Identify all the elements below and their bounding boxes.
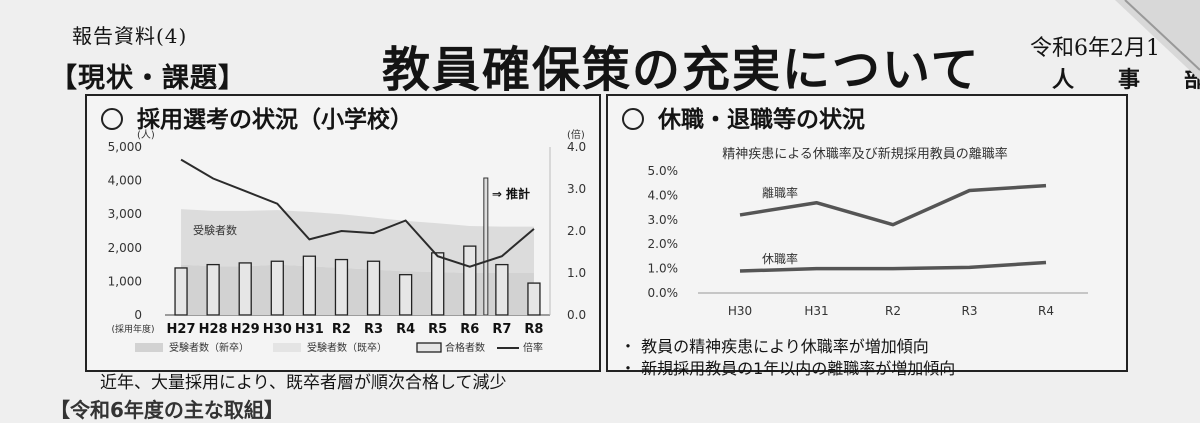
- bullet-item: ・ 教員の精神疾患により休職率が増加傾向: [620, 337, 929, 356]
- legend-label: 受験者数（新卒）: [169, 341, 249, 354]
- leave-heading-text: 休職・退職等の状況: [658, 107, 865, 133]
- passer-count-bar: [527, 282, 541, 316]
- legend-swatch-new: [135, 343, 163, 352]
- forecast-divider: [483, 177, 489, 316]
- page-title: 教員確保策の充実について: [382, 42, 981, 98]
- legend-label: 合格者数: [445, 341, 485, 354]
- y-tick-label: 0: [134, 308, 142, 322]
- y-tick-label: 1,000: [108, 274, 142, 288]
- resignation-rate-line: [739, 183, 1047, 227]
- leave-rate-line: [739, 260, 1047, 273]
- date-text: 令和6年2月1: [1030, 36, 1160, 61]
- y2-tick-label: 1.0: [567, 266, 586, 280]
- x-tick-label: R7: [492, 322, 511, 337]
- legend-swatch-passers: [416, 342, 442, 353]
- x-tick-label: H30: [728, 304, 752, 318]
- y2-tick-label: 4.0: [567, 140, 586, 154]
- leave-bullets: ・ 教員の精神疾患により休職率が増加傾向 ・ 新規採用教員の1年以内の離職率が増…: [620, 336, 955, 380]
- y2-tick-label: 0.0: [567, 308, 586, 322]
- y-tick-label: 5,000: [108, 140, 142, 154]
- y2-tick-label: 3.0: [567, 182, 586, 196]
- y-tick-label: 3.0%: [648, 213, 679, 227]
- passer-count-bar: [174, 267, 188, 316]
- y2-axis-unit-label: (倍): [567, 128, 585, 141]
- passer-count-bar: [431, 252, 445, 316]
- bullet-item: ・ 新規採用教員の1年以内の離職率が増加傾向: [620, 359, 956, 378]
- y-tick-label: 5.0%: [648, 164, 679, 178]
- passer-count-bar: [238, 262, 252, 316]
- y-tick-label: 4,000: [108, 174, 142, 188]
- chart-title: 精神疾患による休職率及び新規採用教員の離職率: [722, 146, 1008, 162]
- recruitment-caption: 近年、大量採用により、既卒者層が順次合格して減少: [100, 373, 507, 393]
- passer-count-bar: [495, 263, 509, 316]
- x-tick-label: R3: [962, 304, 978, 318]
- forecast-annotation: ⇒ 推計: [492, 186, 530, 201]
- x-axis-label: (採用年度): [111, 323, 154, 335]
- passer-count-bar: [270, 260, 284, 316]
- y-tick-label: 3,000: [108, 207, 142, 221]
- x-tick-label: R2: [885, 304, 901, 318]
- y2-tick-label: 2.0: [567, 224, 586, 238]
- x-tick-label: R4: [1038, 304, 1054, 318]
- passer-count-bar: [463, 245, 477, 316]
- series-label-resignation: 離職率: [762, 185, 798, 200]
- recruitment-panel-heading: 採用選考の状況（小学校）: [101, 100, 413, 134]
- x-tick-label: H31: [295, 322, 324, 337]
- ratio-line: [180, 158, 535, 268]
- x-tick-label: R5: [428, 322, 447, 337]
- leave-panel-heading: 休職・退職等の状況: [622, 100, 865, 134]
- x-tick-label: R8: [524, 322, 543, 337]
- passer-count-bar: [206, 263, 220, 316]
- x-tick-label: R6: [460, 322, 479, 337]
- y-tick-label: 2.0%: [648, 237, 679, 251]
- circle-bullet-icon: [101, 107, 123, 130]
- leave-panel: 休職・退職等の状況: [606, 94, 1128, 372]
- x-tick-label: R4: [396, 322, 415, 337]
- x-tick-label: H28: [199, 322, 228, 337]
- passer-count-bar: [366, 260, 381, 316]
- new-graduate-applicants-area: [181, 264, 534, 315]
- x-tick-label: R2: [332, 322, 351, 337]
- recruitment-chart: (人) 0 1,000 2,000 3,000 4,000 5,000 (倍) 0.0 1.0 2…: [108, 128, 586, 354]
- passer-count-bar: [334, 258, 349, 316]
- y-tick-label: 0.0%: [648, 286, 679, 300]
- recruitment-heading-text: 採用選考の状況（小学校）: [137, 107, 413, 133]
- graduate-applicants-area: [181, 209, 534, 273]
- y-tick-label: 1.0%: [648, 262, 679, 276]
- page-curl-shadow: [1115, 0, 1200, 80]
- x-tick-label: H31: [804, 304, 828, 318]
- department-text: 人事部: [1052, 68, 1200, 93]
- legend-label: 受験者数（既卒）: [307, 341, 387, 354]
- y-axis-unit-label: (人): [137, 129, 155, 141]
- next-section-label: 【令和6年度の主な取組】: [50, 398, 284, 422]
- legend-swatch-graduate: [273, 343, 301, 352]
- x-tick-label: H29: [231, 322, 260, 337]
- passer-count-bar: [398, 274, 413, 316]
- passer-count-bar: [302, 255, 317, 316]
- y-tick-label: 2,000: [108, 241, 142, 255]
- section-label: 【現状・課題】: [50, 63, 246, 94]
- circle-bullet-icon: [622, 107, 644, 130]
- y-tick-label: 4.0%: [648, 188, 679, 202]
- report-label: 報告資料(4): [72, 24, 188, 48]
- series-label-leave: 休職率: [762, 251, 798, 266]
- legend-label: 倍率: [523, 341, 543, 354]
- applicants-annotation: 受験者数: [193, 223, 237, 237]
- leave-rate-chart: 精神疾患による休職率及び新規採用教員の離職率 0.0% 1.0% 2.0% 3.0% 4…: [648, 146, 1088, 318]
- x-tick-label: H27: [167, 322, 196, 337]
- x-tick-label: R3: [364, 322, 383, 337]
- x-tick-label: H30: [263, 322, 292, 337]
- page: 報告資料(4) 【現状・課題】 教員確保策の充実について 令和6年2月1 人事部…: [50, 0, 1200, 422]
